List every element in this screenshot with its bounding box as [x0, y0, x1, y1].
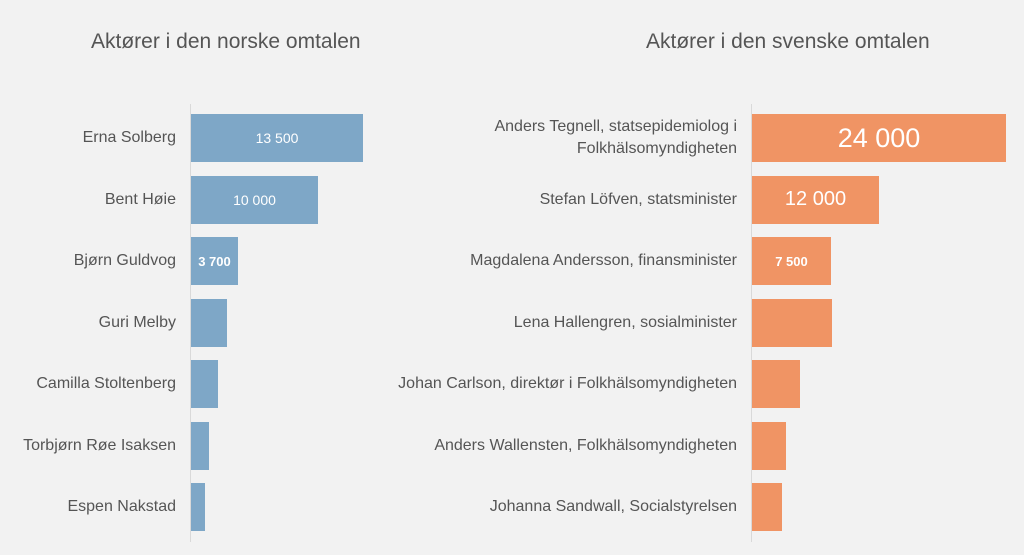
chart-title: Aktører i den norske omtalen — [91, 30, 361, 53]
category-label: Espen Nakstad — [67, 498, 176, 515]
bar — [191, 360, 218, 408]
bar — [191, 114, 363, 162]
bar — [191, 175, 318, 224]
category-label: Bent Høie — [104, 190, 176, 208]
bar — [191, 237, 238, 285]
axis-line — [751, 104, 752, 542]
category-label: Guri Melby — [98, 313, 176, 331]
category-label: Anders Tegnell, statsepidemiolog i Folkh… — [494, 118, 737, 157]
category-label: Anders Wallensten, Folkhälsomyndigheten — [434, 436, 737, 454]
category-label: Bjørn Guldvog — [73, 252, 176, 269]
data-label: 3 700 — [198, 253, 231, 269]
category-label: Torbjørn Røe Isaksen — [23, 436, 176, 454]
bar — [752, 421, 786, 470]
bar — [191, 298, 227, 347]
data-label: 10 000 — [233, 191, 276, 208]
bar — [752, 298, 832, 347]
category-label: Camilla Stoltenberg — [36, 375, 176, 392]
bar — [191, 483, 205, 531]
category-label: Magdalena Andersson, finansminister — [470, 252, 737, 269]
bar — [752, 360, 800, 408]
category-label: Johan Carlson, direktør i Folkhälsomyndi… — [398, 375, 737, 392]
bar — [752, 175, 879, 224]
data-label: 24 000 — [837, 122, 921, 153]
category-label: Lena Hallengren, sosialminister — [513, 313, 737, 331]
data-label: 13 500 — [255, 130, 299, 146]
axis-line — [190, 104, 191, 542]
category-label: Stefan Löfven, statsminister — [539, 190, 737, 208]
chart-title: Aktører i den svenske omtalen — [646, 30, 930, 53]
norwegian-chart: Aktører i den norske omtalen Erna Solber… — [23, 30, 363, 542]
bar — [752, 237, 831, 285]
data-label: 7 500 — [775, 253, 808, 269]
data-label: 12 000 — [784, 188, 847, 210]
category-label: Johanna Sandwall, Socialstyrelsen — [489, 498, 737, 515]
bar — [752, 114, 1006, 162]
bar — [752, 483, 782, 531]
category-label: Erna Solberg — [82, 129, 176, 146]
bar — [191, 421, 209, 470]
